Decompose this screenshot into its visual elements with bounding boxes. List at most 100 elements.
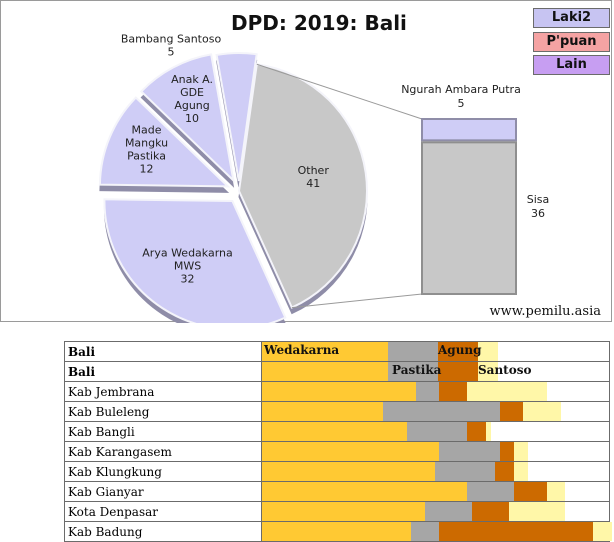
header-segment-pastika <box>388 362 438 381</box>
bar-segment-pastika <box>425 502 472 521</box>
bar-segment-santoso <box>523 402 561 421</box>
row-bar <box>261 521 612 542</box>
row-label: Kab Jembrana <box>64 381 262 402</box>
pie-slice-name-label: Bambang Santoso <box>121 33 222 46</box>
row-label: Kota Denpasar <box>64 501 262 522</box>
row-bar <box>261 461 610 482</box>
bar-segment-wedakarna <box>262 422 407 441</box>
pie-slice-name-label: MWS <box>174 260 201 273</box>
legend-lain: Lain <box>533 55 610 75</box>
header-segment-wedakarna <box>262 362 388 381</box>
header-region: Bali <box>64 361 262 382</box>
chart-title: DPD: 2019: Bali <box>231 11 407 35</box>
pie-slice-value-label: 12 <box>140 162 154 175</box>
bar-segment-santoso <box>514 462 528 481</box>
legend-ppuan: P'puan <box>533 32 610 52</box>
breakdown-value-label: 5 <box>458 97 465 110</box>
bar-segment-agung <box>500 442 514 461</box>
table-header-row: Bali Pastika Santoso <box>64 361 610 382</box>
row-bar <box>261 381 610 402</box>
table-row: Kab Jembrana <box>64 381 610 402</box>
bar-segment-pastika <box>411 522 440 541</box>
row-label: Kab Badung <box>64 521 262 542</box>
pie-slice-arya-wedakarna-mws <box>103 198 287 323</box>
table-row: Kab Gianyar <box>64 481 610 502</box>
series-label-pastika: Pastika <box>392 363 442 377</box>
bar-segment-pastika <box>434 462 496 481</box>
bar-segment-agung <box>467 422 486 441</box>
bar-segment-wedakarna <box>262 382 416 401</box>
breakdown-name-label: Ngurah Ambara Putra <box>401 83 521 96</box>
header-segment-agung <box>438 342 478 361</box>
bar-segment-agung <box>439 382 468 401</box>
row-label: Kab Karangasem <box>64 441 262 462</box>
district-table: Bali Wedakarna Agung Bali Pastika Santoso … <box>64 341 612 542</box>
pie-slice-name-label: Mangku <box>125 136 168 149</box>
bar-segment-wedakarna <box>262 502 426 521</box>
connector-line <box>256 63 423 120</box>
pie-slice-name-label: Anak A. <box>171 73 213 86</box>
bar-segment-agung <box>439 522 594 541</box>
bar-segment-santoso <box>486 422 491 441</box>
table-header-row: Bali Wedakarna Agung <box>64 341 610 362</box>
bar-segment-agung <box>500 402 524 421</box>
row-bar <box>261 421 610 442</box>
table-row: Kota Denpasar <box>64 501 610 522</box>
breakdown-name-label: Sisa <box>527 193 550 206</box>
pie-slice-value-label: 32 <box>181 273 195 286</box>
header-segment-santoso <box>478 342 498 361</box>
series-label-agung: Agung <box>438 343 482 357</box>
bar-segment-santoso <box>514 442 528 461</box>
table-row: Kab Bangli <box>64 421 610 442</box>
row-bar <box>261 441 610 462</box>
table-row: Kab Klungkung <box>64 461 610 482</box>
connector-line <box>291 293 423 309</box>
pie-slice-name-label: Made <box>132 123 162 136</box>
bar-segment-santoso <box>546 482 566 501</box>
header-segment-wedakarna <box>262 342 388 361</box>
legend-laki2: Laki2 <box>533 8 610 28</box>
table-row: Kab Buleleng <box>64 401 610 422</box>
row-bar <box>261 481 610 502</box>
bar-segment-pastika <box>416 382 440 401</box>
row-bar <box>261 501 610 522</box>
row-label: Kab Bangli <box>64 421 262 442</box>
pie-slice-other <box>237 63 368 309</box>
bar-segment-pastika <box>467 482 514 501</box>
pie-slice-name-label: Arya Wedakarna <box>142 247 232 260</box>
bar-segment-wedakarna <box>262 442 440 461</box>
pie-slice-anak-a-gde-agung <box>139 53 235 184</box>
bar-segment-wedakarna <box>262 482 468 501</box>
source-label: www.pemilu.asia <box>489 304 601 319</box>
bar-segment-wedakarna <box>262 402 384 421</box>
breakdown-bar-sisa <box>421 141 517 295</box>
pie-slice-value-label: 10 <box>185 112 199 125</box>
row-label: Kab Buleleng <box>64 401 262 422</box>
pie-chart-panel: Bambang Santoso 5 Other 41 Arya Wedakarna MWS… <box>0 0 612 323</box>
table-row: Kab Karangasem <box>64 441 610 462</box>
pie-slice-value-label: 41 <box>306 177 320 190</box>
bar-segment-agung <box>472 502 510 521</box>
header-region: Bali <box>64 341 262 362</box>
pie-slice-name-label: Other <box>298 164 330 177</box>
pie-slice-made-mangku-pastika <box>98 96 231 188</box>
series-label-wedakarna: Wedakarna <box>264 343 340 357</box>
header-bar-bottom: Pastika Santoso <box>261 361 610 382</box>
bar-segment-pastika <box>439 442 500 461</box>
bar-segment-agung <box>495 462 514 481</box>
row-label: Kab Gianyar <box>64 481 262 502</box>
pie-slice-bambang-santoso <box>215 52 258 182</box>
bar-segment-agung <box>514 482 547 501</box>
bar-segment-santoso <box>467 382 547 401</box>
bar-segment-santoso <box>593 522 612 541</box>
row-label: Kab Klungkung <box>64 461 262 482</box>
bar-segment-pastika <box>383 402 500 421</box>
pie-slice-name-label: GDE <box>180 86 204 99</box>
breakdown-bar-ngurah <box>421 118 517 142</box>
pie-slice-name-label: Pastika <box>127 149 166 162</box>
bar-segment-wedakarna <box>262 462 435 481</box>
header-bar-top: Wedakarna Agung <box>261 341 610 362</box>
row-bar <box>261 401 610 422</box>
bar-segment-santoso <box>509 502 566 521</box>
